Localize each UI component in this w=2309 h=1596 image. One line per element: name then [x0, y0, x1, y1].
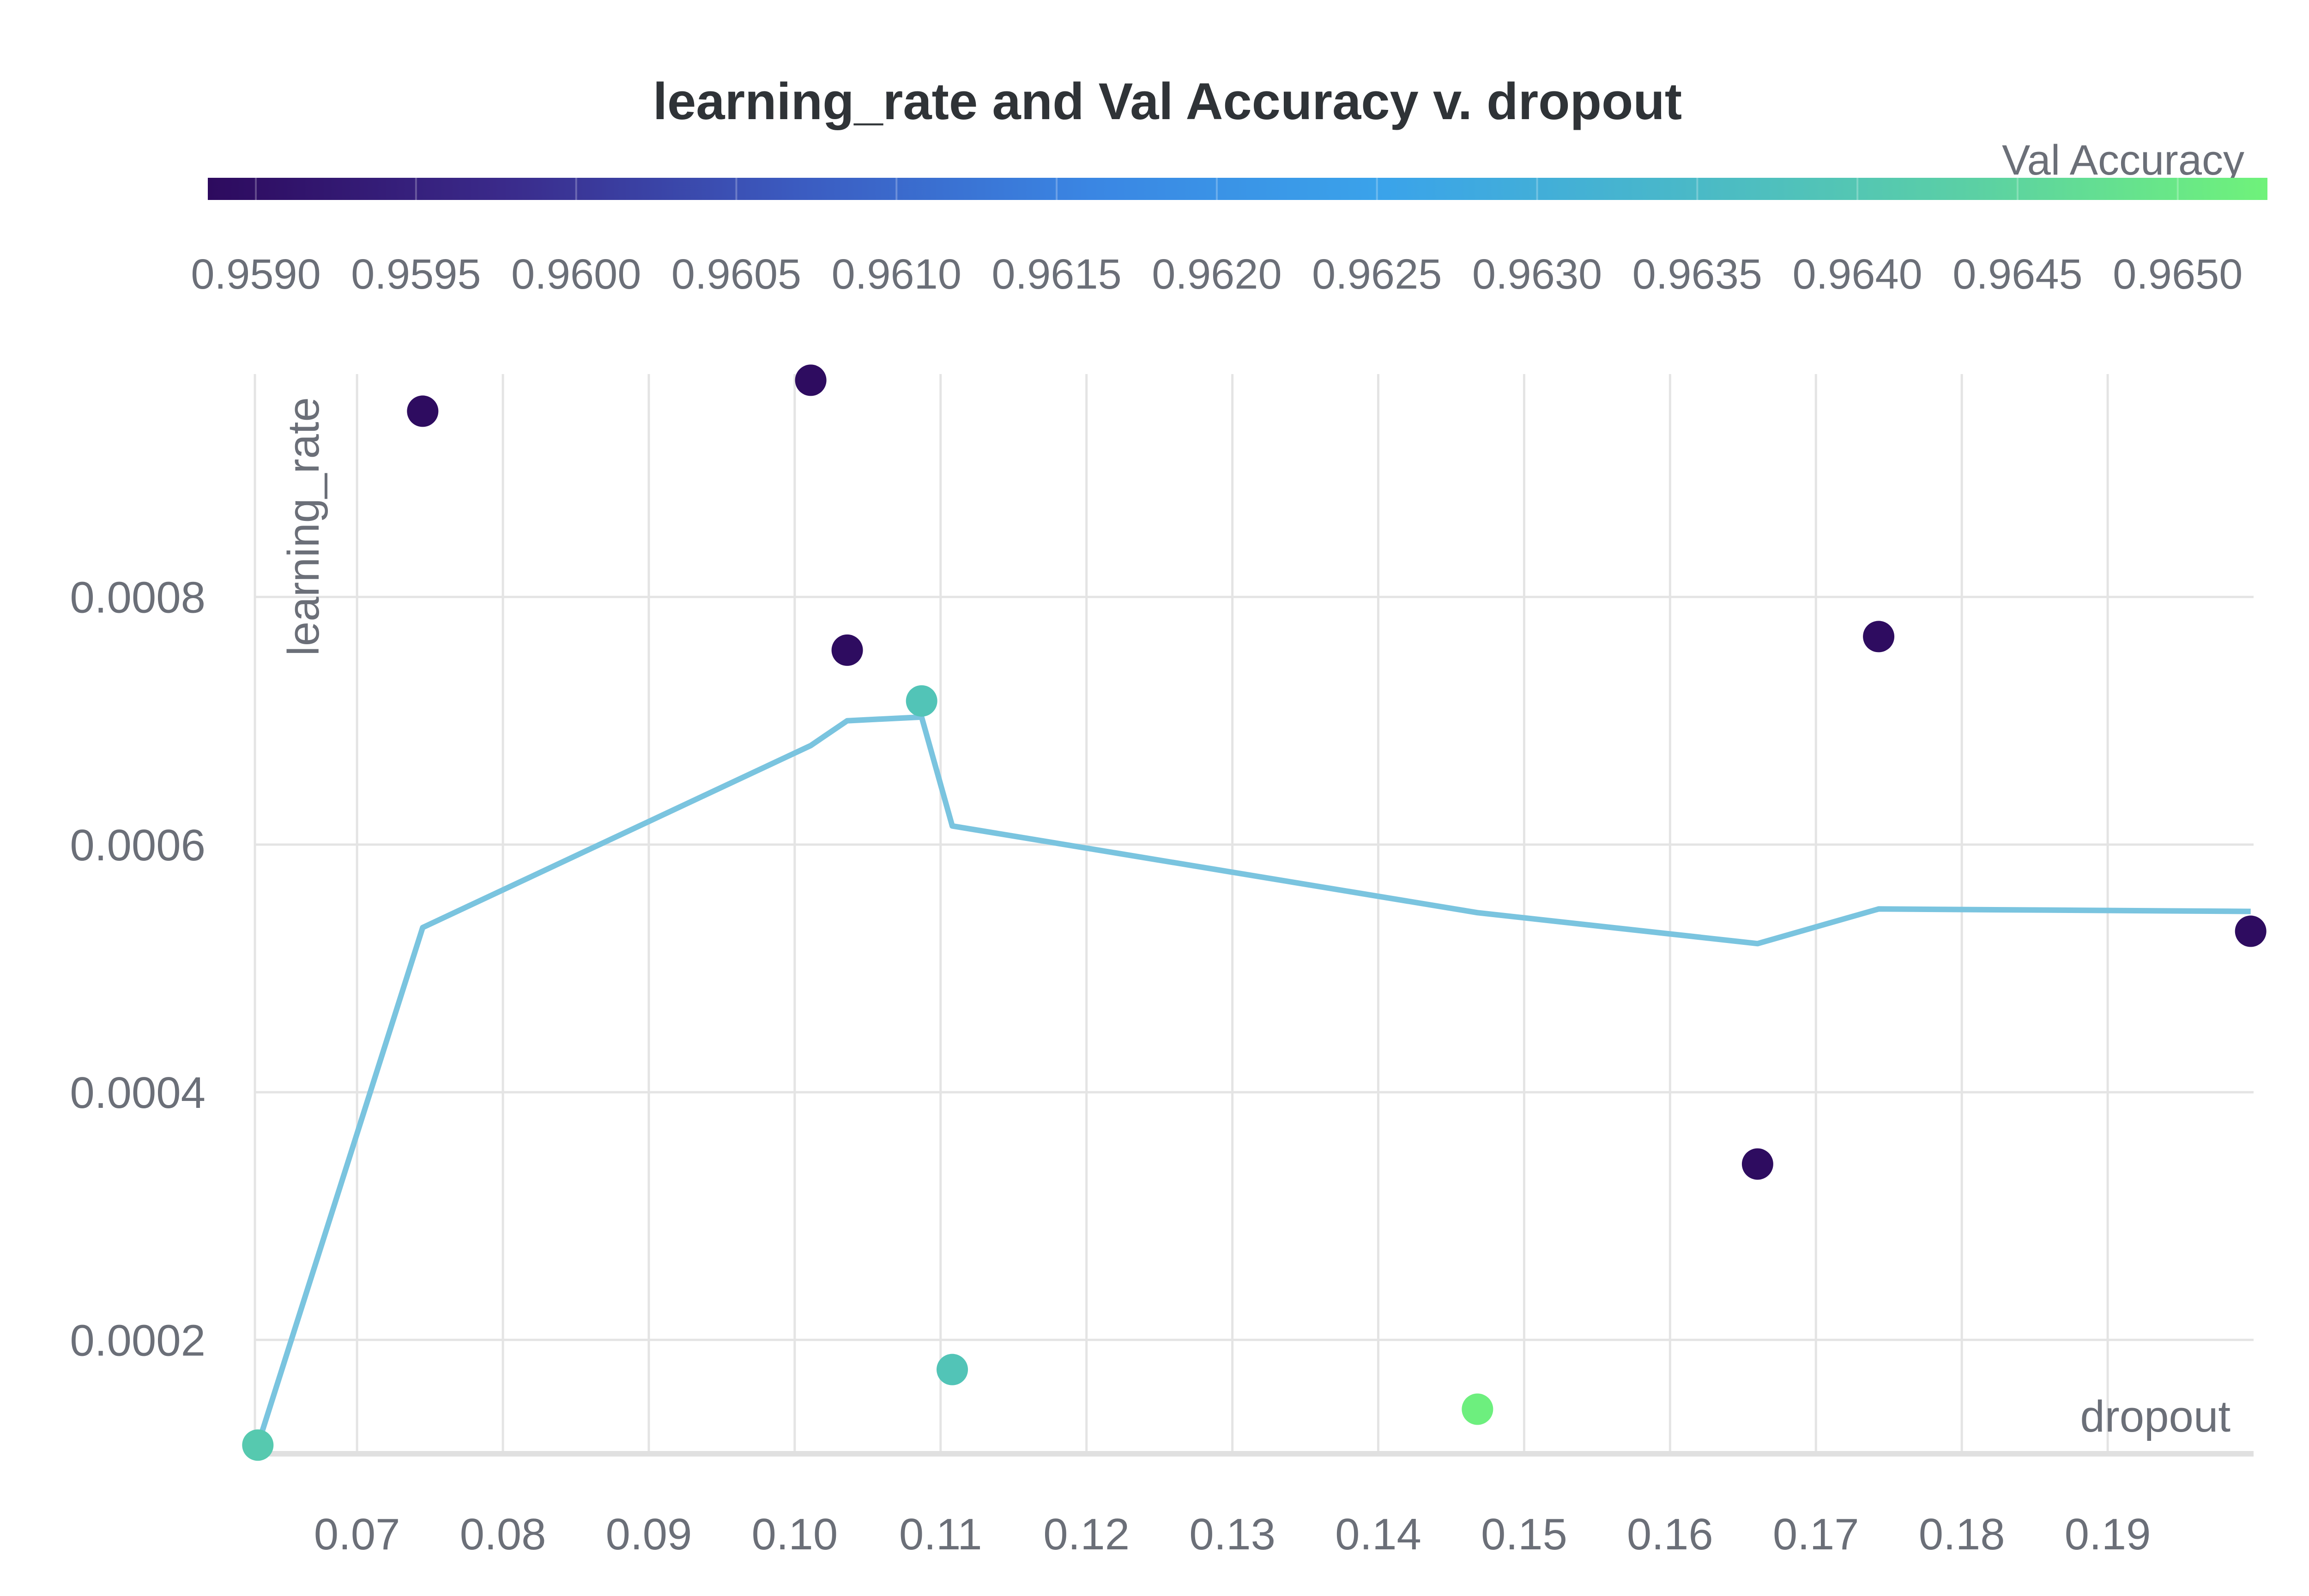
y-tick-label: 0.0004: [70, 1068, 206, 1118]
scatter-point[interactable]: [795, 364, 827, 396]
colorbar-tick-label: 0.9650: [2113, 251, 2243, 298]
x-tick-label: 0.17: [1773, 1510, 1859, 1559]
scatter-point[interactable]: [906, 685, 937, 717]
colorbar-tick-label: 0.9615: [991, 251, 1121, 298]
x-tick-label: 0.13: [1189, 1510, 1275, 1559]
scatter-point[interactable]: [1863, 621, 1895, 653]
scatter-point[interactable]: [2235, 915, 2267, 947]
scatter-point[interactable]: [831, 634, 863, 666]
x-axis-ticks: 0.07 0.08 0.09 0.10 0.11 0.12 0.13 0.14 0.15 0.16…: [314, 1510, 2151, 1559]
colorbar-tick-label: 0.9630: [1472, 251, 1602, 298]
scatter-point[interactable]: [242, 1429, 274, 1461]
colorbar-tick-label: 0.9640: [1792, 251, 1922, 298]
x-tick-label: 0.15: [1481, 1510, 1567, 1559]
colorbar-gradient: [208, 178, 2267, 200]
colorbar-tick-label: 0.9605: [671, 251, 801, 298]
data-points: [242, 364, 2267, 1461]
scatter-point[interactable]: [937, 1354, 968, 1385]
x-tick-label: 0.09: [606, 1510, 692, 1559]
trend-line: [255, 714, 2251, 1446]
scatter-point[interactable]: [407, 395, 439, 427]
x-tick-label: 0.12: [1043, 1510, 1130, 1559]
colorbar-tick-label: 0.9600: [511, 251, 641, 298]
colorbar-ticks: 0.9590 0.9595 0.9600 0.9605 0.9610 0.9615 0.96…: [191, 178, 2243, 298]
x-tick-label: 0.10: [751, 1510, 838, 1559]
x-tick-label: 0.07: [314, 1510, 400, 1559]
x-tick-label: 0.19: [2065, 1510, 2151, 1559]
colorbar-tick-label: 0.9645: [1952, 251, 2082, 298]
grid: [254, 374, 2254, 1454]
y-tick-label: 0.0006: [70, 821, 206, 870]
x-tick-label: 0.14: [1335, 1510, 1421, 1559]
colorbar-tick-label: 0.9625: [1312, 251, 1442, 298]
y-tick-label: 0.0008: [70, 573, 206, 623]
colorbar-tick-label: 0.9635: [1632, 251, 1762, 298]
y-axis-ticks: 0.0002 0.0004 0.0006 0.0008: [70, 573, 206, 1366]
x-tick-label: 0.08: [460, 1510, 546, 1559]
scatter-point[interactable]: [1462, 1393, 1493, 1425]
chart-title: learning_rate and Val Accuracy v. dropou…: [653, 73, 1682, 130]
colorbar: Val Accuracy 0.9590 0.9595 0.9600 0.9605 0.9…: [191, 137, 2267, 298]
x-axis-label: dropout: [2080, 1392, 2230, 1441]
y-axis-label: learning_rate: [279, 397, 328, 656]
colorbar-tick-label: 0.9610: [832, 251, 961, 298]
y-tick-label: 0.0002: [70, 1316, 206, 1365]
x-tick-label: 0.11: [899, 1510, 982, 1559]
colorbar-tick-label: 0.9590: [191, 251, 320, 298]
scatter-point[interactable]: [1741, 1148, 1773, 1180]
x-tick-label: 0.18: [1919, 1510, 2005, 1559]
x-tick-label: 0.16: [1627, 1510, 1713, 1559]
colorbar-tick-label: 0.9595: [351, 251, 481, 298]
colorbar-label: Val Accuracy: [2002, 137, 2244, 184]
colorbar-tick-label: 0.9620: [1152, 251, 1281, 298]
